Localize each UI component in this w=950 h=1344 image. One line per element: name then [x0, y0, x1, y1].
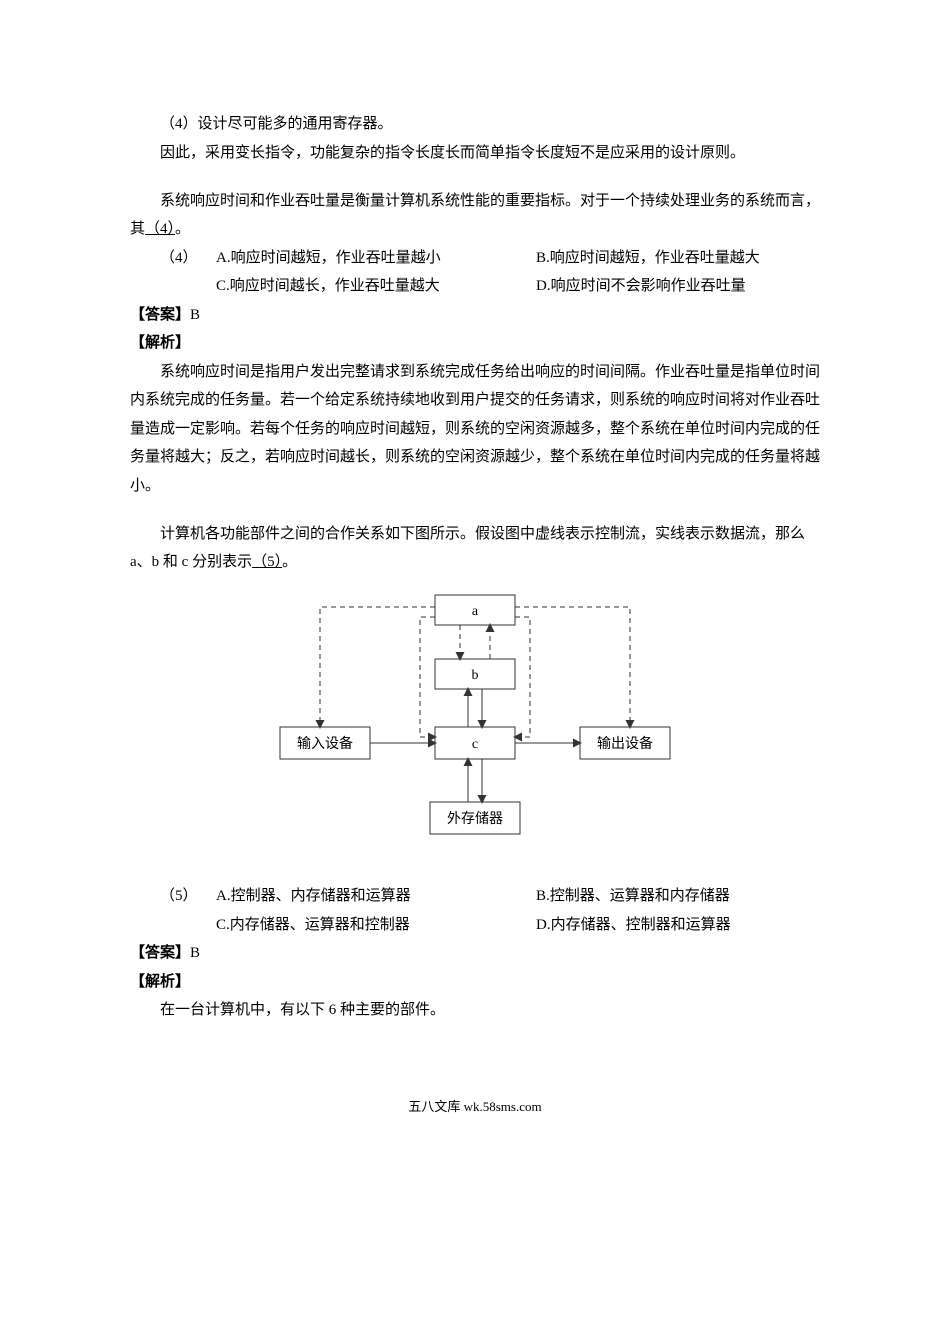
- option-d: D.内存储器、控制器和运算器: [536, 911, 820, 940]
- question-4-options-row1: （4） A.响应时间越短，作业吞吐量越小 B.响应时间越短，作业吞吐量越大: [130, 244, 820, 273]
- answer-value: B: [190, 945, 200, 961]
- spacer: [130, 167, 820, 187]
- paragraph: （4）设计尽可能多的通用寄存器。: [130, 110, 820, 139]
- question-4-options-row2: C.响应时间越长，作业吞吐量越大 D.响应时间不会影响作业吞吐量: [130, 272, 820, 301]
- diagram-node-c: c: [472, 737, 478, 752]
- question-4-stem: 系统响应时间和作业吞吐量是衡量计算机系统性能的重要指标。对于一个持续处理业务的系…: [130, 187, 820, 244]
- answer-value: B: [190, 307, 200, 323]
- question-5-options-row2: C.内存储器、运算器和控制器 D.内存储器、控制器和运算器: [130, 911, 820, 940]
- text: 。: [175, 221, 190, 237]
- text: 计算机各功能部件之间的合作关系如下图所示。假设图中虚线表示控制流，实线表示数据流…: [130, 526, 805, 571]
- answer-label: 【答案】: [130, 307, 190, 323]
- text: 系统响应时间和作业吞吐量是衡量计算机系统性能的重要指标。对于一个持续处理业务的系…: [130, 193, 820, 238]
- diagram-node-memory: 外存储器: [447, 811, 503, 827]
- option-number-blank: [160, 911, 216, 940]
- diagram-node-a: a: [472, 604, 479, 619]
- diagram-node-b: b: [472, 668, 479, 683]
- option-number: （5）: [160, 882, 216, 911]
- explain-label-text: 【解析】: [130, 335, 190, 351]
- spacer: [130, 863, 820, 883]
- blank-ref: （5）: [252, 554, 282, 570]
- page-container: （4）设计尽可能多的通用寄存器。 因此，采用变长指令，功能复杂的指令长度长而简单…: [0, 0, 950, 1159]
- option-b: B.响应时间越短，作业吞吐量越大: [536, 244, 820, 273]
- text: 。: [282, 554, 297, 570]
- answer-4: 【答案】B: [130, 301, 820, 330]
- blank-ref: （4）: [145, 221, 175, 237]
- option-d: D.响应时间不会影响作业吞吐量: [536, 272, 820, 301]
- option-number: （4）: [160, 244, 216, 273]
- option-c: C.内存储器、运算器和控制器: [216, 911, 536, 940]
- answer-5: 【答案】B: [130, 939, 820, 968]
- answer-label: 【答案】: [130, 945, 190, 961]
- computer-components-diagram: a b 输入设备 c 输出设备 外存储器: [260, 587, 690, 847]
- diagram-container: a b 输入设备 c 输出设备 外存储器: [130, 587, 820, 847]
- explain-4-text: 系统响应时间是指用户发出完整请求到系统完成任务给出响应的时间间隔。作业吞吐量是指…: [130, 358, 820, 501]
- option-a: A.控制器、内存储器和运算器: [216, 882, 536, 911]
- explain-label: 【解析】: [130, 329, 820, 358]
- paragraph: 因此，采用变长指令，功能复杂的指令长度长而简单指令长度短不是应采用的设计原则。: [130, 139, 820, 168]
- page-footer: 五八文库 wk.58sms.com: [130, 1095, 820, 1120]
- option-b: B.控制器、运算器和内存储器: [536, 882, 820, 911]
- option-a: A.响应时间越短，作业吞吐量越小: [216, 244, 536, 273]
- option-c: C.响应时间越长，作业吞吐量越大: [216, 272, 536, 301]
- diagram-node-input: 输入设备: [297, 735, 353, 752]
- explain-5-text: 在一台计算机中，有以下 6 种主要的部件。: [130, 996, 820, 1025]
- option-number-blank: [160, 272, 216, 301]
- diagram-node-output: 输出设备: [597, 735, 653, 752]
- explain-label-text: 【解析】: [130, 974, 190, 990]
- question-5-options-row1: （5） A.控制器、内存储器和运算器 B.控制器、运算器和内存储器: [130, 882, 820, 911]
- question-5-stem: 计算机各功能部件之间的合作关系如下图所示。假设图中虚线表示控制流，实线表示数据流…: [130, 520, 820, 577]
- explain-label-5: 【解析】: [130, 968, 820, 997]
- spacer: [130, 500, 820, 520]
